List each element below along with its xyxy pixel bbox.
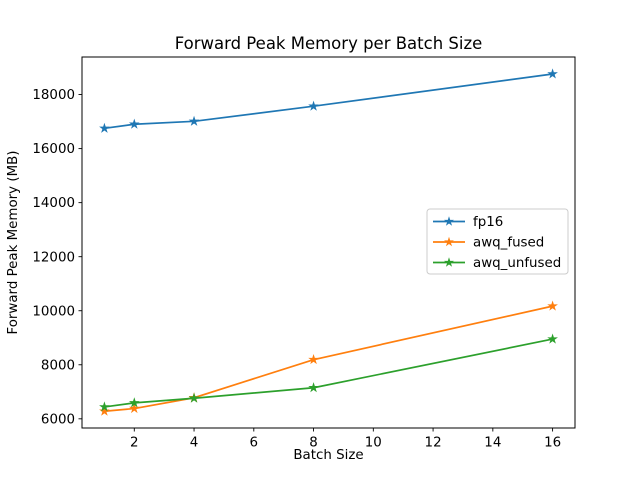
x-tick-label: 6: [250, 436, 259, 451]
legend: fp16 awq_fused awq_unfused: [426, 208, 569, 275]
series-marker-awq_unfused: [99, 401, 110, 412]
y-tick-label: 10000: [32, 304, 75, 319]
y-axis-label: Forward Peak Memory (MB): [6, 150, 21, 334]
series-marker-awq_fused: [99, 405, 110, 416]
y-tick-label: 6000: [41, 412, 75, 427]
series-marker-awq_fused: [308, 354, 319, 365]
series-line-fp16: [103, 73, 554, 130]
series-marker-fp16: [547, 68, 558, 79]
series-marker-awq_unfused: [128, 397, 140, 408]
series-marker-fp16: [128, 118, 140, 129]
x-axis-label: Batch Size: [293, 448, 363, 463]
legend-label-fp16: fp16: [473, 215, 503, 230]
series-marker-fp16: [308, 100, 319, 111]
series-marker-fp16: [99, 122, 110, 133]
series-marker-awq_fused: [128, 402, 140, 414]
chart-title: Forward Peak Memory per Batch Size: [175, 34, 483, 53]
legend-label-awq_fused: awq_fused: [473, 236, 544, 251]
series-marker-awq_unfused: [188, 392, 200, 403]
plot-area: 2 4 6 8 10 12 14 16 6000 8000 10000 12000 14000 16000…: [32, 56, 576, 451]
legend-marker-awq_fused: [444, 236, 454, 247]
legend-box: [426, 208, 569, 275]
x-tick-label: 10: [365, 436, 382, 451]
y-tick-label: 14000: [32, 196, 75, 211]
legend-marker-awq_unfused: [444, 257, 454, 267]
x-tick-label: 12: [425, 436, 442, 451]
x-tick-label: 2: [130, 436, 139, 451]
series-line-awq_fused: [103, 305, 554, 413]
series-line-awq_unfused: [103, 338, 554, 408]
series-marker-awq_unfused: [308, 382, 319, 393]
x-tick-label: 14: [484, 436, 501, 451]
y-tick-label: 18000: [32, 88, 75, 103]
axes-frame: [81, 56, 576, 429]
y-tick-label: 16000: [32, 142, 75, 157]
x-tick-label: 4: [190, 436, 199, 451]
legend-marker-fp16: [444, 216, 454, 226]
y-tick-label: 8000: [41, 358, 75, 373]
y-tick-label: 12000: [32, 250, 75, 265]
x-tick-label: 8: [309, 436, 318, 451]
series-marker-awq_unfused: [547, 333, 558, 344]
series-marker-awq_fused: [547, 300, 558, 311]
legend-label-awq_unfused: awq_unfused: [473, 256, 561, 271]
series-marker-fp16: [188, 115, 200, 126]
x-tick-label: 16: [544, 436, 561, 451]
